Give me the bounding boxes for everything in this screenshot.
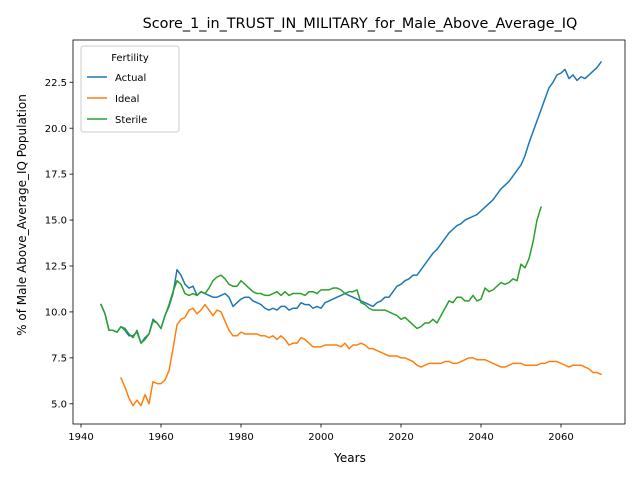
chart-title: Score_1_in_TRUST_IN_MILITARY_for_Male_Ab…	[143, 16, 578, 32]
y-tick-label: 17.5	[45, 170, 67, 181]
y-tick-label: 7.5	[51, 353, 67, 364]
y-tick-label: 12.5	[45, 262, 67, 273]
legend-title: Fertility	[111, 53, 149, 64]
series-line-actual	[100, 61, 603, 344]
x-axis-label: Years	[333, 451, 366, 465]
y-tick-label: 22.5	[45, 78, 67, 89]
x-tick-label: 1940	[68, 432, 93, 443]
x-tick-label: 2060	[548, 432, 573, 443]
legend-label-ideal: Ideal	[115, 94, 139, 105]
x-tick-label: 2020	[388, 432, 413, 443]
series-line-sterile	[100, 206, 542, 344]
y-tick-label: 5.0	[51, 399, 67, 410]
x-tick-label: 1960	[148, 432, 173, 443]
legend: Fertility Actual Ideal Sterile	[80, 45, 180, 133]
y-tick-label: 10.0	[45, 308, 67, 319]
y-axis-label: % of Male Above_Average_IQ Population	[15, 94, 29, 336]
x-tick-label: 2040	[468, 432, 493, 443]
series-line-ideal	[120, 303, 602, 407]
legend-label-sterile: Sterile	[115, 115, 147, 126]
x-tick-label: 1980	[228, 432, 253, 443]
legend-box	[80, 45, 180, 133]
plot-area: 1940 1960 1980 2000 2020 2040 2060 5.0 7.5 10.0 12…	[45, 39, 626, 443]
axes-frame	[72, 39, 626, 425]
x-tick-label: 2000	[308, 432, 333, 443]
y-tick-label: 20.0	[45, 124, 67, 135]
legend-label-actual: Actual	[115, 73, 146, 84]
y-tick-label: 15.0	[45, 216, 67, 227]
